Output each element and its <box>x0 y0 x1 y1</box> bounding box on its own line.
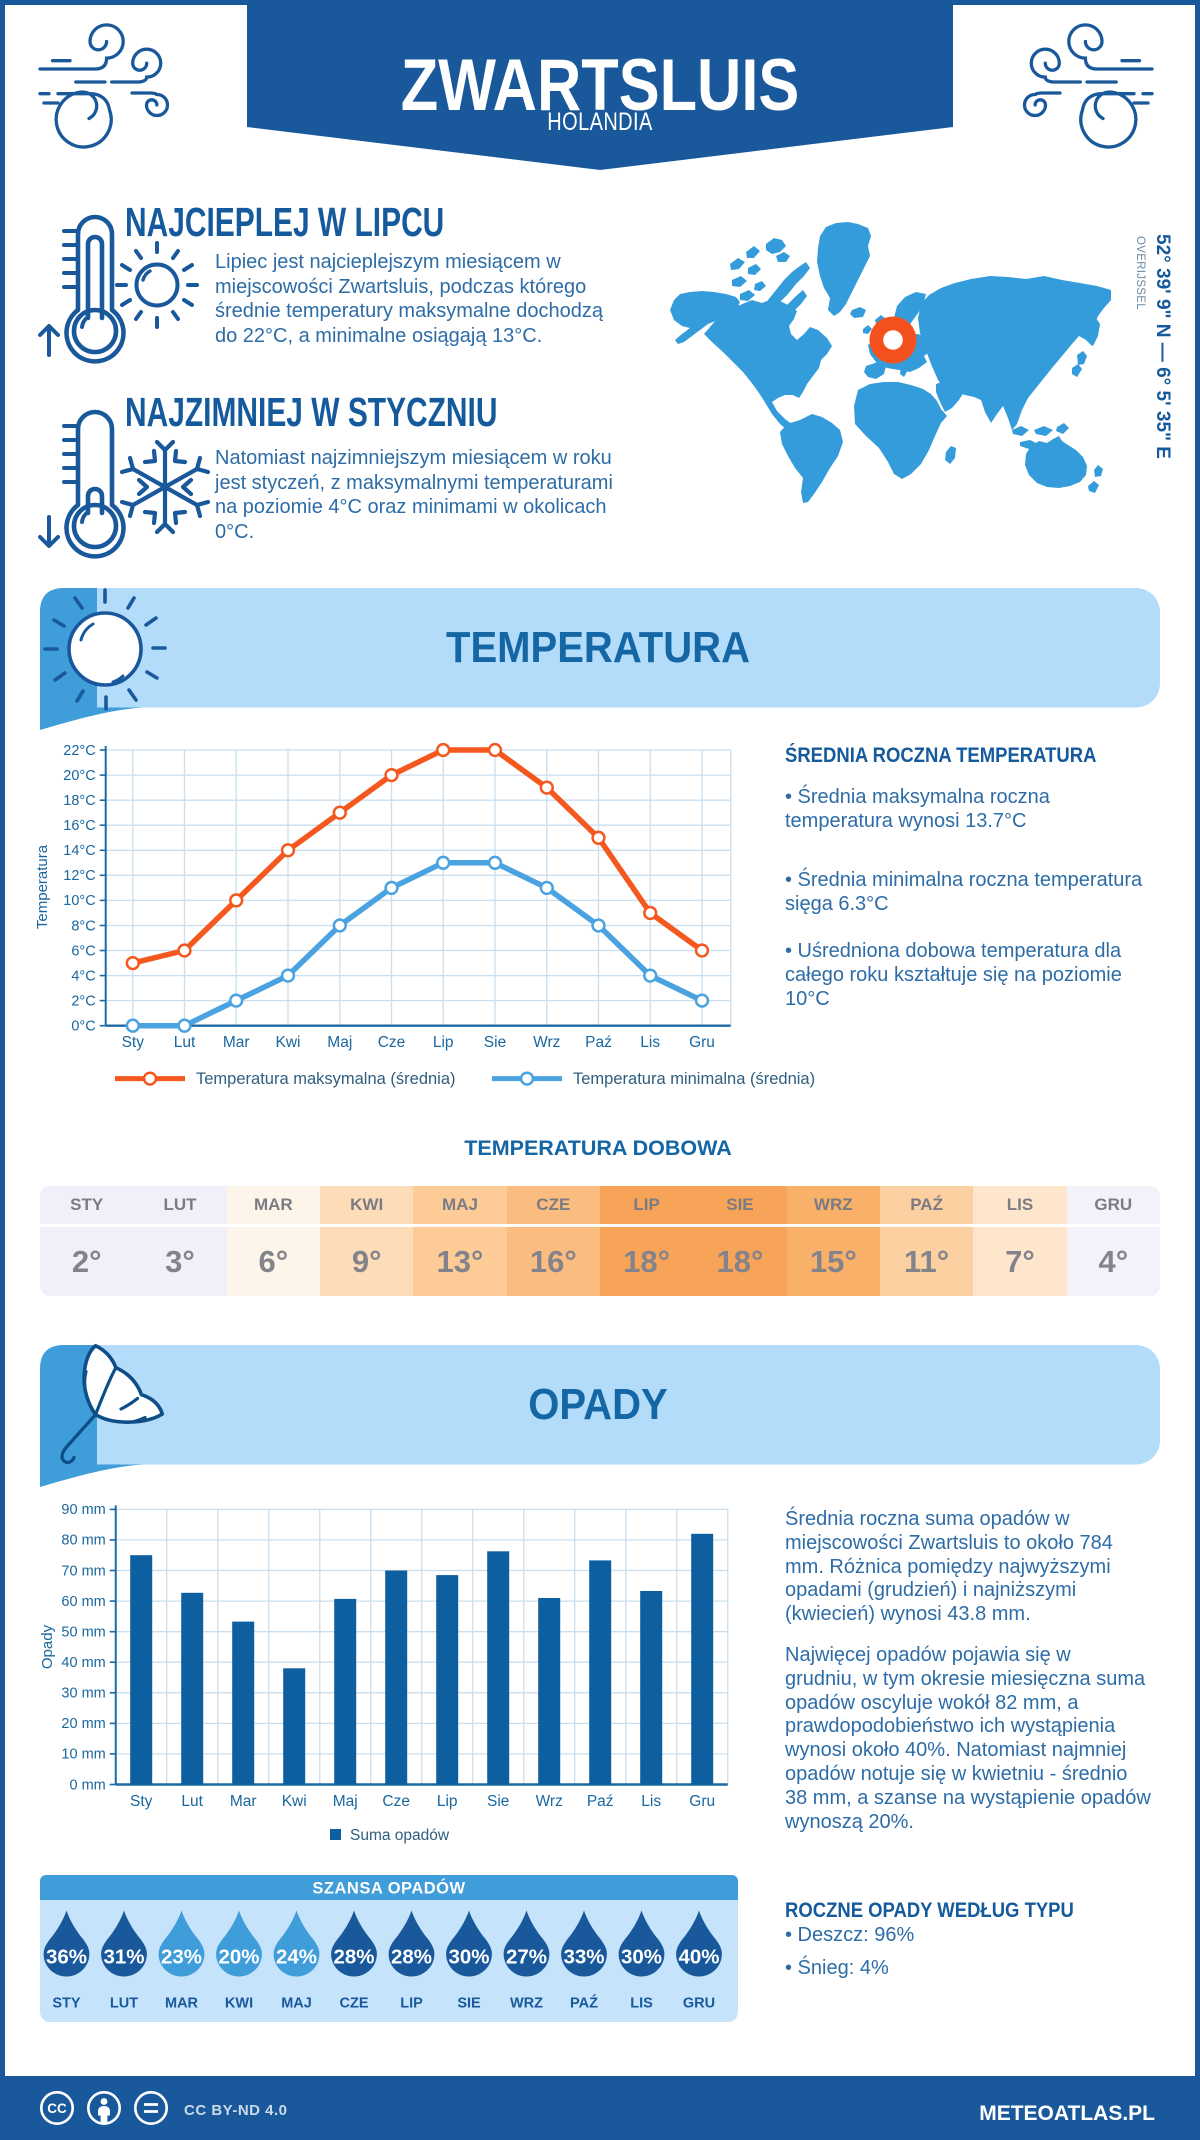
svg-text:16°C: 16°C <box>63 818 95 834</box>
svg-text:Wrz: Wrz <box>533 1034 560 1051</box>
svg-text:30%: 30% <box>621 1946 662 1969</box>
svg-text:23%: 23% <box>161 1946 202 1969</box>
svg-text:8°C: 8°C <box>71 918 95 934</box>
svg-text:20°C: 20°C <box>63 768 95 784</box>
svg-text:LUT: LUT <box>110 1996 138 2012</box>
svg-text:6°C: 6°C <box>71 943 95 959</box>
svg-text:Lis: Lis <box>640 1034 660 1051</box>
svg-text:Sie: Sie <box>484 1034 506 1051</box>
svg-text:Lip: Lip <box>437 1793 458 1810</box>
svg-text:0°C: 0°C <box>71 1019 95 1035</box>
svg-text:20%: 20% <box>218 1946 259 1969</box>
svg-text:Suma opadów: Suma opadów <box>350 1827 450 1844</box>
svg-text:SZANSA OPADÓW: SZANSA OPADÓW <box>312 1879 465 1898</box>
svg-text:27%: 27% <box>506 1946 547 1969</box>
svg-text:Lip: Lip <box>433 1034 454 1051</box>
svg-text:10 mm: 10 mm <box>61 1747 105 1763</box>
svg-text:Maj: Maj <box>333 1793 358 1810</box>
svg-text:Temperatura minimalna (średnia: Temperatura minimalna (średnia) <box>573 1070 815 1088</box>
svg-text:GRU: GRU <box>683 1996 715 2012</box>
svg-text:Mar: Mar <box>230 1793 257 1810</box>
svg-text:Lut: Lut <box>174 1034 196 1051</box>
svg-text:10°C: 10°C <box>63 893 95 909</box>
svg-text:Lis: Lis <box>641 1793 661 1810</box>
svg-text:MAR: MAR <box>165 1996 199 2012</box>
svg-text:Cze: Cze <box>382 1793 410 1810</box>
svg-text:PAŹ: PAŹ <box>570 1995 598 2012</box>
svg-text:14°C: 14°C <box>63 843 95 859</box>
svg-text:Kwi: Kwi <box>282 1793 307 1810</box>
svg-text:Gru: Gru <box>689 1793 715 1810</box>
svg-text:12°C: 12°C <box>63 868 95 884</box>
svg-text:22°C: 22°C <box>63 743 95 759</box>
svg-text:KWI: KWI <box>225 1996 253 2012</box>
svg-text:80 mm: 80 mm <box>61 1533 105 1549</box>
svg-text:SIE: SIE <box>457 1996 481 2012</box>
svg-text:Paź: Paź <box>585 1034 612 1051</box>
svg-text:Lut: Lut <box>181 1793 203 1810</box>
svg-text:Paź: Paź <box>587 1793 614 1810</box>
svg-text:33%: 33% <box>563 1946 604 1969</box>
svg-text:0 mm: 0 mm <box>70 1777 106 1793</box>
svg-text:24%: 24% <box>276 1946 317 1969</box>
svg-text:CZE: CZE <box>340 1996 369 2012</box>
svg-text:90 mm: 90 mm <box>61 1502 105 1518</box>
svg-text:28%: 28% <box>391 1946 432 1969</box>
svg-text:36%: 36% <box>46 1946 87 1969</box>
svg-text:70 mm: 70 mm <box>61 1563 105 1579</box>
svg-text:4°C: 4°C <box>71 968 95 984</box>
svg-text:STY: STY <box>52 1996 81 2012</box>
svg-text:31%: 31% <box>103 1946 144 1969</box>
svg-text:Sty: Sty <box>122 1034 145 1051</box>
svg-text:Temperatura: Temperatura <box>34 844 51 929</box>
svg-text:40 mm: 40 mm <box>61 1655 105 1671</box>
svg-text:Wrz: Wrz <box>536 1793 563 1810</box>
svg-text:Mar: Mar <box>223 1034 250 1051</box>
svg-text:50 mm: 50 mm <box>61 1625 105 1641</box>
svg-text:Sie: Sie <box>487 1793 509 1810</box>
svg-text:20 mm: 20 mm <box>61 1716 105 1732</box>
svg-text:Maj: Maj <box>327 1034 352 1051</box>
svg-text:MAJ: MAJ <box>281 1996 312 2012</box>
svg-text:Kwi: Kwi <box>276 1034 301 1051</box>
svg-text:LIS: LIS <box>630 1996 653 2012</box>
svg-text:Temperatura maksymalna (średni: Temperatura maksymalna (średnia) <box>196 1070 456 1088</box>
svg-text:Cze: Cze <box>378 1034 406 1051</box>
svg-text:30 mm: 30 mm <box>61 1686 105 1702</box>
svg-text:60 mm: 60 mm <box>61 1594 105 1610</box>
svg-text:Gru: Gru <box>689 1034 715 1051</box>
svg-text:2°C: 2°C <box>71 993 95 1009</box>
svg-text:LIP: LIP <box>400 1996 423 2012</box>
svg-text:40%: 40% <box>678 1946 719 1969</box>
svg-text:30%: 30% <box>448 1946 489 1969</box>
svg-text:18°C: 18°C <box>63 793 95 809</box>
svg-text:28%: 28% <box>333 1946 374 1969</box>
svg-text:Sty: Sty <box>130 1793 153 1810</box>
svg-text:WRZ: WRZ <box>510 1996 543 2012</box>
svg-text:Opady: Opady <box>39 1624 56 1669</box>
svg-text:CC: CC <box>47 2101 67 2116</box>
